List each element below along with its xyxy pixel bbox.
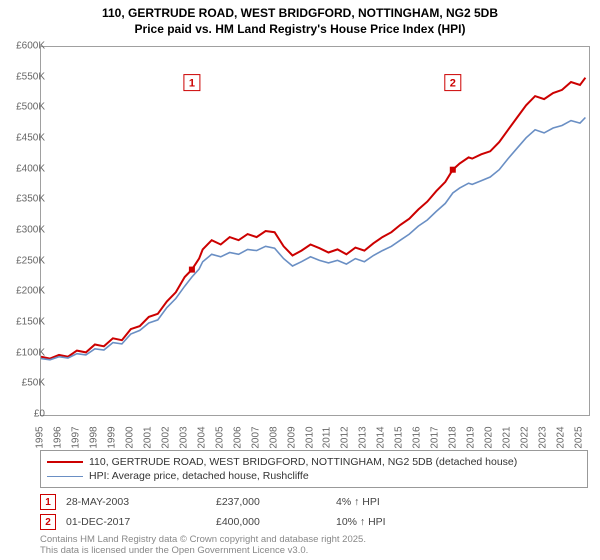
x-tick-label: 2024 <box>556 426 567 448</box>
marker-dot <box>189 267 195 273</box>
y-tick-label: £550K <box>16 71 45 82</box>
annotation-pct: 10% ↑ HPI <box>336 516 486 528</box>
marker-dot <box>450 167 456 173</box>
annotation-badge: 1 <box>40 494 56 510</box>
series-line <box>41 78 585 359</box>
y-tick-label: £350K <box>16 194 45 205</box>
annotation-pct: 4% ↑ HPI <box>336 496 486 508</box>
marker-badge-label: 2 <box>450 78 456 90</box>
x-tick-label: 2018 <box>448 426 459 448</box>
marker-badge-label: 1 <box>189 78 195 90</box>
legend: 110, GERTRUDE ROAD, WEST BRIDGFORD, NOTT… <box>40 450 588 488</box>
x-tick-label: 2011 <box>322 427 333 449</box>
x-tick-label: 2019 <box>466 426 477 448</box>
y-tick-label: £100K <box>16 347 45 358</box>
annotation-row: 1 28-MAY-2003 £237,000 4% ↑ HPI <box>40 492 588 512</box>
annotation-badge: 2 <box>40 514 56 530</box>
x-tick-label: 2016 <box>412 426 423 448</box>
x-tick-label: 2004 <box>196 426 207 448</box>
title-line-1: 110, GERTRUDE ROAD, WEST BRIDGFORD, NOTT… <box>0 6 600 22</box>
x-tick-label: 2020 <box>484 426 495 448</box>
chart-title: 110, GERTRUDE ROAD, WEST BRIDGFORD, NOTT… <box>0 0 600 41</box>
x-tick-label: 1995 <box>35 426 46 448</box>
footer-attribution: Contains HM Land Registry data © Crown c… <box>40 534 366 557</box>
y-tick-label: £450K <box>16 133 45 144</box>
x-tick-label: 1997 <box>70 426 81 448</box>
annotation-price: £237,000 <box>216 496 326 508</box>
x-tick-label: 2023 <box>538 426 549 448</box>
x-tick-label: 2014 <box>376 426 387 448</box>
x-tick-label: 2022 <box>520 426 531 448</box>
x-tick-label: 2006 <box>232 426 243 448</box>
legend-item: HPI: Average price, detached house, Rush… <box>47 469 581 483</box>
footer-line-1: Contains HM Land Registry data © Crown c… <box>40 534 366 545</box>
legend-swatch <box>47 461 83 463</box>
x-tick-label: 2012 <box>340 426 351 448</box>
x-tick-label: 1999 <box>106 426 117 448</box>
x-tick-label: 2010 <box>304 426 315 448</box>
x-tick-label: 2017 <box>430 426 441 448</box>
x-tick-label: 2013 <box>358 426 369 448</box>
legend-item: 110, GERTRUDE ROAD, WEST BRIDGFORD, NOTT… <box>47 455 581 469</box>
x-tick-label: 1998 <box>88 426 99 448</box>
y-tick-label: £150K <box>16 317 45 328</box>
annotation-date: 01-DEC-2017 <box>66 516 206 528</box>
x-tick-label: 2021 <box>502 426 513 448</box>
x-tick-label: 2009 <box>286 426 297 448</box>
x-tick-label: 2002 <box>160 426 171 448</box>
legend-label: 110, GERTRUDE ROAD, WEST BRIDGFORD, NOTT… <box>89 456 517 468</box>
annotation-price: £400,000 <box>216 516 326 528</box>
line-chart: 12 <box>40 46 590 416</box>
legend-label: HPI: Average price, detached house, Rush… <box>89 470 309 482</box>
title-line-2: Price paid vs. HM Land Registry's House … <box>0 22 600 38</box>
x-tick-label: 2015 <box>394 426 405 448</box>
y-tick-label: £400K <box>16 163 45 174</box>
x-tick-label: 2007 <box>250 426 261 448</box>
x-tick-label: 1996 <box>52 426 63 448</box>
y-tick-label: £50K <box>22 378 45 389</box>
y-tick-label: £600K <box>16 41 45 52</box>
x-tick-label: 2025 <box>574 426 585 448</box>
x-tick-label: 2000 <box>124 426 135 448</box>
annotation-date: 28-MAY-2003 <box>66 496 206 508</box>
x-tick-label: 2005 <box>214 426 225 448</box>
annotation-table: 1 28-MAY-2003 £237,000 4% ↑ HPI 2 01-DEC… <box>40 492 588 532</box>
legend-swatch <box>47 476 83 477</box>
y-tick-label: £250K <box>16 255 45 266</box>
y-tick-label: £200K <box>16 286 45 297</box>
y-tick-label: £0 <box>34 409 45 420</box>
annotation-row: 2 01-DEC-2017 £400,000 10% ↑ HPI <box>40 512 588 532</box>
y-tick-label: £500K <box>16 102 45 113</box>
footer-line-2: This data is licensed under the Open Gov… <box>40 545 366 556</box>
series-line <box>41 118 585 360</box>
x-tick-label: 2003 <box>178 426 189 448</box>
y-tick-label: £300K <box>16 225 45 236</box>
x-tick-label: 2001 <box>142 426 153 448</box>
x-tick-label: 2008 <box>268 426 279 448</box>
chart-svg: 12 <box>41 47 589 415</box>
